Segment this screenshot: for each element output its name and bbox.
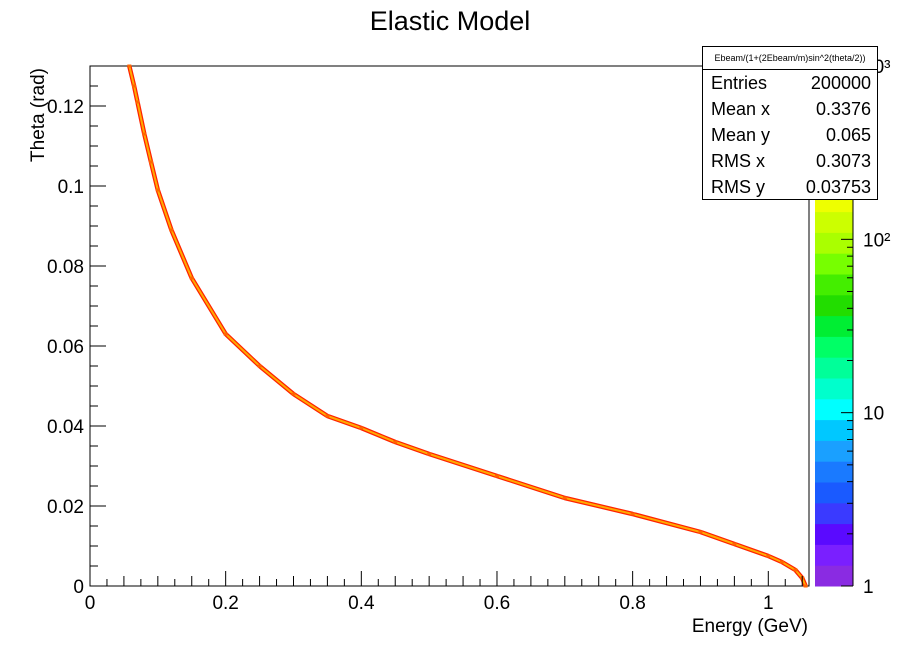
data-point xyxy=(291,392,296,396)
colorbar-segment xyxy=(815,336,853,358)
x-tick-label: 0.4 xyxy=(348,593,375,614)
data-point xyxy=(393,440,398,444)
y-tick-label: 0.08 xyxy=(47,257,84,278)
data-point xyxy=(155,188,160,192)
z-tick-label: 10² xyxy=(863,230,890,251)
data-point xyxy=(793,568,798,572)
stats-key: RMS y xyxy=(711,177,765,197)
x-tick-label: 0 xyxy=(85,593,96,614)
data-point xyxy=(223,332,228,336)
data-point xyxy=(169,228,174,232)
data-point xyxy=(494,474,499,478)
data-point xyxy=(257,364,262,368)
x-axis: 0 0.2 0.4 0.6 0.8 1 xyxy=(85,571,803,614)
colorbar-segment xyxy=(815,482,853,504)
stats-key: RMS x xyxy=(711,151,765,171)
chart-title: Elastic Model xyxy=(369,6,531,36)
stats-row-rms-x: RMS x 0.3073 xyxy=(703,148,877,174)
data-point xyxy=(325,414,330,418)
data-point xyxy=(562,496,567,500)
stats-value: 0.3376 xyxy=(815,99,871,119)
colorbar-segment xyxy=(815,294,853,317)
y-tick-label: 0.04 xyxy=(47,417,84,438)
colorbar-segment xyxy=(815,419,853,441)
stats-row-mean-y: Mean y 0.065 xyxy=(703,122,877,148)
colorbar-segment xyxy=(815,274,853,296)
colorbar-segment xyxy=(815,398,853,421)
colorbar-segment xyxy=(815,440,853,462)
y-tick-label: 0 xyxy=(73,577,84,598)
colorbar-segment xyxy=(815,544,853,566)
stats-value: 0.065 xyxy=(825,125,871,145)
y-tick-label: 0.06 xyxy=(47,337,84,358)
colorbar-segment xyxy=(815,253,853,275)
x-axis-label: Energy (GeV) xyxy=(692,616,808,637)
stats-value: 0.03753 xyxy=(805,177,871,197)
data-point xyxy=(732,542,737,546)
stats-row-mean-x: Mean x 0.3376 xyxy=(703,96,877,122)
z-tick-label: 1 xyxy=(863,577,874,598)
data-point xyxy=(127,64,132,68)
data-point xyxy=(189,276,194,280)
data-point xyxy=(698,530,703,534)
data-point xyxy=(132,84,137,88)
y-axis: 0 0.02 0.04 0.06 0.08 0.1 0.12 xyxy=(47,65,106,598)
colorbar-segment xyxy=(815,378,853,400)
data-point xyxy=(803,584,808,588)
colorbar-segment xyxy=(815,357,853,379)
x-tick-label: 0.2 xyxy=(212,593,238,614)
y-tick-label: 0.1 xyxy=(58,177,84,198)
y-axis-label: Theta (rad) xyxy=(28,68,49,162)
data-point xyxy=(630,512,635,516)
data-point xyxy=(135,100,140,104)
data-point xyxy=(359,426,364,430)
data-point xyxy=(766,554,771,558)
colorbar-segment xyxy=(815,565,853,587)
stats-value: 200000 xyxy=(810,73,871,93)
data-curve xyxy=(127,64,808,588)
stats-box: Ebeam/(1+(2Ebeam/m)sin^2(theta/2)) Entri… xyxy=(702,46,878,200)
colorbar-segment xyxy=(815,523,853,545)
stats-row-rms-y: RMS y 0.03753 xyxy=(703,174,877,200)
z-tick-label: 10 xyxy=(863,404,884,425)
x-tick-label: 0.6 xyxy=(484,593,510,614)
colorbar-segment xyxy=(815,232,853,254)
stats-key: Mean y xyxy=(711,125,771,145)
colorbar-segment xyxy=(815,315,853,337)
data-point xyxy=(779,560,784,564)
y-tick-label: 0.12 xyxy=(47,97,84,118)
stats-key: Entries xyxy=(711,73,768,93)
stats-row-entries: Entries 200000 xyxy=(703,70,877,96)
x-tick-label: 0.8 xyxy=(619,593,645,614)
stats-key: Mean x xyxy=(711,99,771,119)
data-point xyxy=(142,132,147,136)
stats-value: 0.3073 xyxy=(815,151,871,171)
y-tick-label: 0.02 xyxy=(47,497,84,518)
data-point xyxy=(149,160,154,164)
data-point xyxy=(427,452,432,456)
colorbar-segment xyxy=(815,502,853,525)
colorbar-segment xyxy=(815,461,853,483)
colorbar-segment xyxy=(815,211,853,233)
stats-box-title: Ebeam/(1+(2Ebeam/m)sin^2(theta/2)) xyxy=(703,47,877,70)
x-tick-label: 1 xyxy=(763,593,774,614)
